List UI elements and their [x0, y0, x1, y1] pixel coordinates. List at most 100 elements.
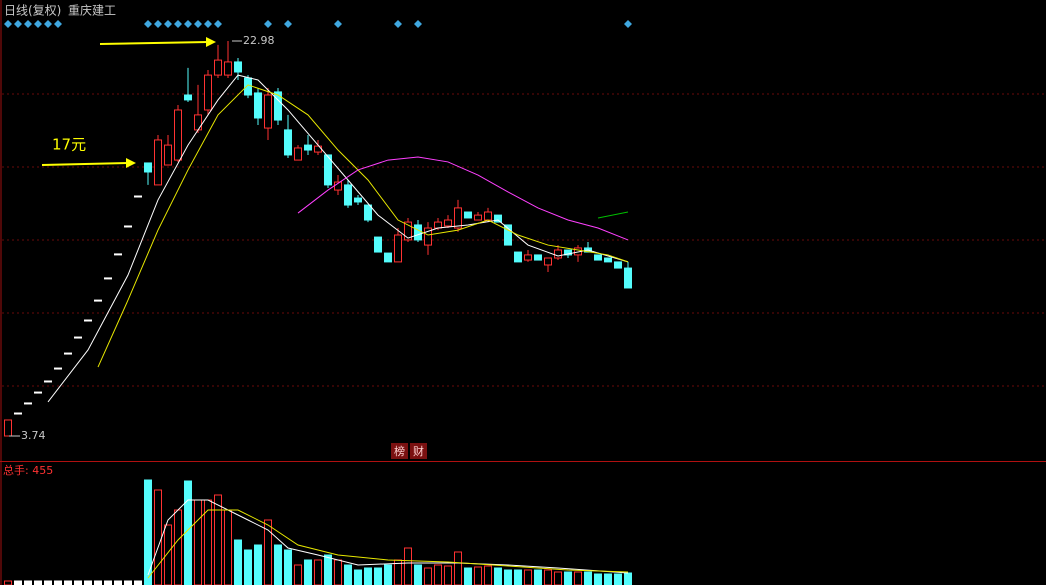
volume-bar	[14, 580, 22, 585]
volume-bar	[504, 569, 512, 585]
volume-bar	[104, 580, 112, 585]
volume-bar	[414, 564, 422, 585]
volume-bar	[54, 580, 62, 585]
volume-bar	[334, 559, 342, 585]
volume-bar	[294, 564, 302, 585]
volume-bar	[344, 564, 352, 585]
candle-body	[614, 261, 622, 269]
event-marker	[204, 20, 212, 28]
candle-body	[234, 61, 242, 73]
candle-body	[344, 184, 352, 206]
candle-body	[304, 144, 312, 151]
candle-body	[514, 251, 522, 263]
candle-body	[354, 197, 362, 203]
volume-bar	[64, 580, 72, 585]
ma-line	[147, 509, 629, 579]
volume-bar	[264, 519, 272, 585]
volume-bar	[244, 549, 252, 585]
volume-bar	[144, 479, 152, 585]
arrow-head	[206, 37, 216, 47]
guide-lines	[2, 93, 1046, 387]
candle-body	[64, 352, 72, 355]
candle-body	[154, 139, 162, 186]
candle-body	[484, 211, 492, 221]
volume-bar	[484, 565, 492, 585]
volume-bar	[314, 559, 322, 585]
volume-bar	[124, 580, 132, 585]
volume-bar	[384, 564, 392, 585]
volume-bar	[174, 509, 182, 585]
volume-bar	[354, 569, 362, 585]
volume-bar	[274, 544, 282, 585]
candle-body	[24, 402, 32, 405]
event-marker	[174, 20, 182, 28]
event-marker	[264, 20, 272, 28]
volume-bar	[434, 564, 442, 585]
volume-bar	[594, 573, 602, 585]
candle-body	[204, 74, 212, 111]
candle-body	[114, 253, 122, 256]
volume-bar	[544, 569, 552, 585]
candle-body	[254, 92, 262, 119]
arrow	[99, 41, 209, 45]
candle-body	[324, 154, 332, 186]
event-marker	[164, 20, 172, 28]
volume-bar	[404, 547, 412, 585]
volume-bar	[154, 489, 162, 585]
arrow	[41, 162, 129, 166]
candle-body	[364, 204, 372, 221]
event-marker	[144, 20, 152, 28]
button-bg[interactable]	[391, 443, 408, 459]
candle-body	[624, 267, 632, 289]
volume-bar	[194, 499, 202, 585]
volume-bar	[284, 549, 292, 585]
volume-bar	[4, 580, 12, 585]
volume-bar	[94, 580, 102, 585]
candle-body	[4, 419, 12, 437]
candle-body	[554, 249, 562, 259]
volume-bar	[254, 544, 262, 585]
max-label: 22.98	[243, 34, 275, 47]
candle-body	[274, 91, 282, 121]
volume-bar	[364, 567, 372, 585]
candle-body	[594, 254, 602, 261]
volume-bar	[34, 580, 42, 585]
candle-body	[314, 145, 322, 153]
buttons: 榜 财	[391, 443, 427, 459]
candle-body	[164, 144, 172, 166]
event-marker	[184, 20, 192, 28]
volume-bar	[234, 539, 242, 585]
event-marker	[4, 20, 12, 28]
candle-body	[84, 319, 92, 322]
candle-body	[564, 249, 572, 256]
candle-body	[124, 225, 132, 228]
candle-body	[94, 299, 102, 302]
volume-bar	[474, 566, 482, 585]
candle-body	[214, 59, 222, 76]
candle-body	[524, 254, 532, 261]
volume-bar	[24, 580, 32, 585]
volume-bar	[564, 571, 572, 585]
volume-bar	[494, 567, 502, 585]
volume-bar	[444, 565, 452, 585]
volume-bar	[214, 494, 222, 585]
event-marker	[214, 20, 222, 28]
candle-body	[34, 391, 42, 394]
button-bg[interactable]	[410, 443, 427, 459]
event-marker	[154, 20, 162, 28]
candle-body	[384, 252, 392, 263]
candle-body	[404, 221, 412, 241]
candle-body	[134, 195, 142, 198]
volume-bar	[74, 580, 82, 585]
candle-body	[534, 254, 542, 261]
candle-body	[374, 236, 382, 253]
ma-line	[97, 84, 629, 368]
button[interactable]: 财	[413, 444, 424, 458]
annotation-arrows	[41, 37, 216, 168]
button[interactable]: 榜	[394, 444, 405, 458]
candle-body	[394, 234, 402, 263]
candle-body	[434, 221, 442, 229]
candle-body	[294, 147, 302, 161]
